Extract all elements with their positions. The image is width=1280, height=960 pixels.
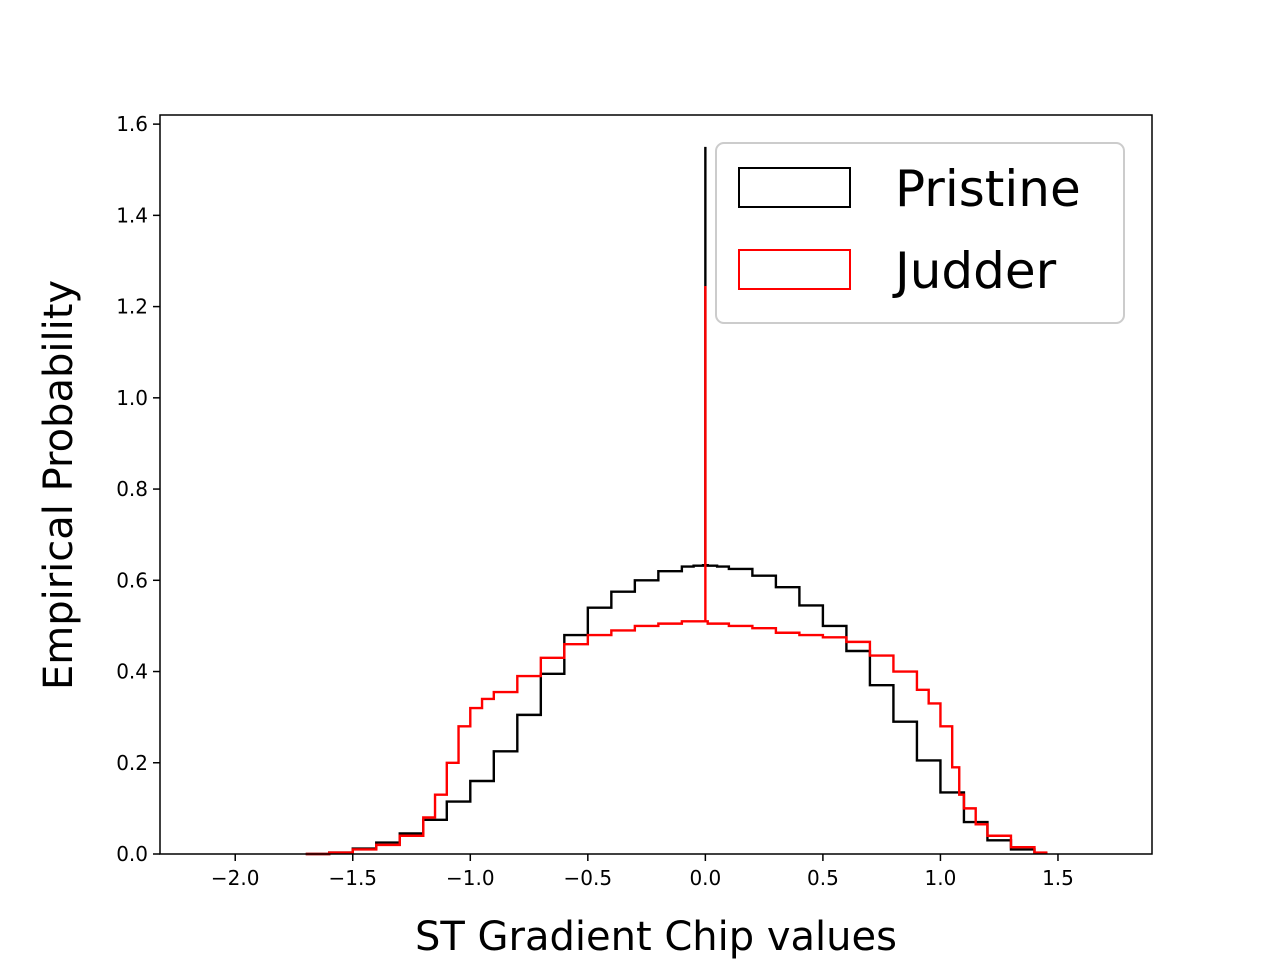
y-tick-label: 1.6 — [116, 112, 148, 136]
x-tick-label: −0.5 — [564, 866, 613, 890]
y-axis-ticks: 0.0 0.2 0.4 0.6 0.8 1.0 1.2 1.4 1.6 — [116, 112, 160, 866]
legend: Pristine Judder — [715, 142, 1125, 324]
y-tick-label: 1.4 — [116, 203, 148, 227]
legend-swatch-pristine — [738, 167, 851, 208]
y-tick-label: 1.0 — [116, 386, 148, 410]
x-tick-label: −1.5 — [328, 866, 377, 890]
x-tick-label: 0.5 — [807, 866, 839, 890]
y-tick-label: 0.2 — [116, 751, 148, 775]
x-tick-label: 1.5 — [1042, 866, 1074, 890]
x-tick-label: 0.0 — [689, 866, 721, 890]
y-tick-label: 0.4 — [116, 660, 148, 684]
y-axis-label: Empirical Probability — [36, 280, 82, 690]
legend-frame — [715, 142, 1125, 324]
x-tick-label: −2.0 — [211, 866, 260, 890]
legend-swatch-judder — [738, 249, 851, 290]
legend-label-pristine: Pristine — [895, 160, 1081, 218]
x-tick-label: −1.0 — [446, 866, 495, 890]
x-tick-label: 1.0 — [925, 866, 957, 890]
x-axis-label: ST Gradient Chip values — [415, 914, 897, 960]
x-axis-ticks: −2.0 −1.5 −1.0 −0.5 0.0 0.5 1.0 1.5 — [211, 854, 1074, 890]
y-tick-label: 0.6 — [116, 568, 148, 592]
y-tick-label: 0.8 — [116, 477, 148, 501]
y-tick-label: 0.0 — [116, 842, 148, 866]
y-tick-label: 1.2 — [116, 295, 148, 319]
series-line-judder — [305, 286, 1048, 856]
plot-frame — [159, 114, 1153, 855]
series-layer — [305, 146, 1048, 856]
legend-label-judder: Judder — [892, 242, 1057, 300]
